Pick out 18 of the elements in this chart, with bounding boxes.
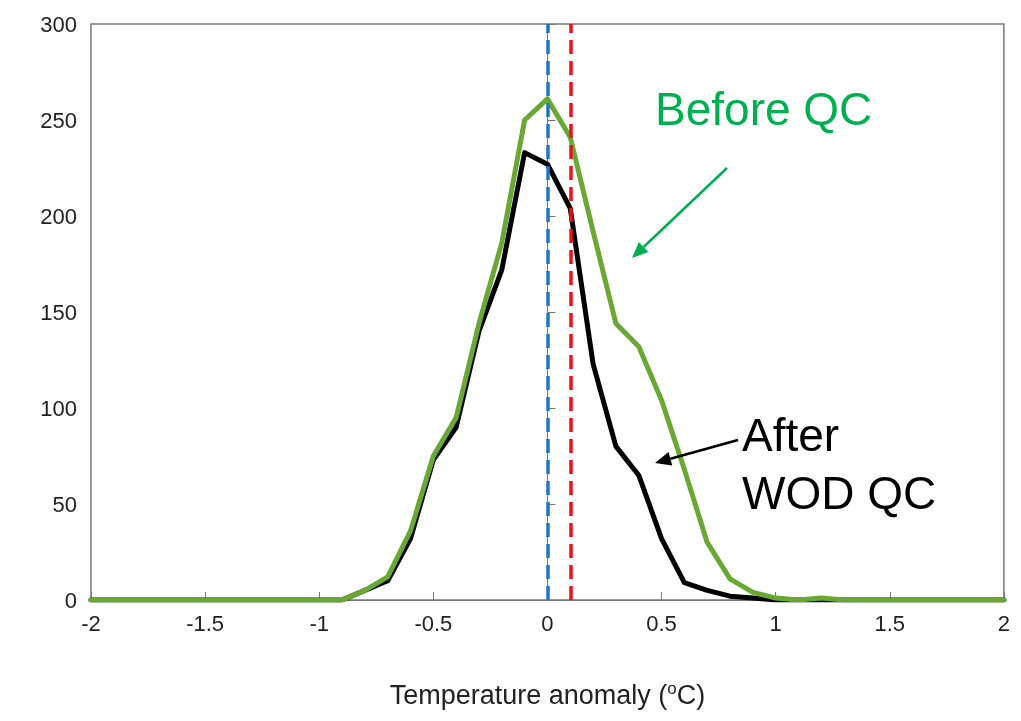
x-tick-label: 0.5 [646, 610, 677, 636]
y-tick-label: 250 [40, 107, 77, 133]
annotation: Before QC [655, 83, 873, 135]
x-tick-label: 0 [541, 610, 554, 636]
x-tick-label: -2 [81, 610, 101, 636]
x-tick-label: -0.5 [414, 610, 453, 636]
y-tick-label: 100 [40, 395, 77, 421]
x-tick-label: -1 [309, 610, 329, 636]
x-tick-label: 1.5 [874, 610, 906, 636]
x-tick-label: -1.5 [186, 610, 225, 636]
y-tick-label: 0 [64, 587, 77, 613]
annotation: After WOD QC [742, 409, 937, 519]
x-tick-label: 1 [769, 610, 782, 636]
y-tick-label: 200 [40, 203, 77, 229]
y-tick-label: 150 [40, 299, 77, 325]
x-tick-label: 2 [997, 610, 1011, 636]
y-tick-label: 50 [52, 491, 77, 517]
y-tick-label: 300 [40, 11, 77, 37]
